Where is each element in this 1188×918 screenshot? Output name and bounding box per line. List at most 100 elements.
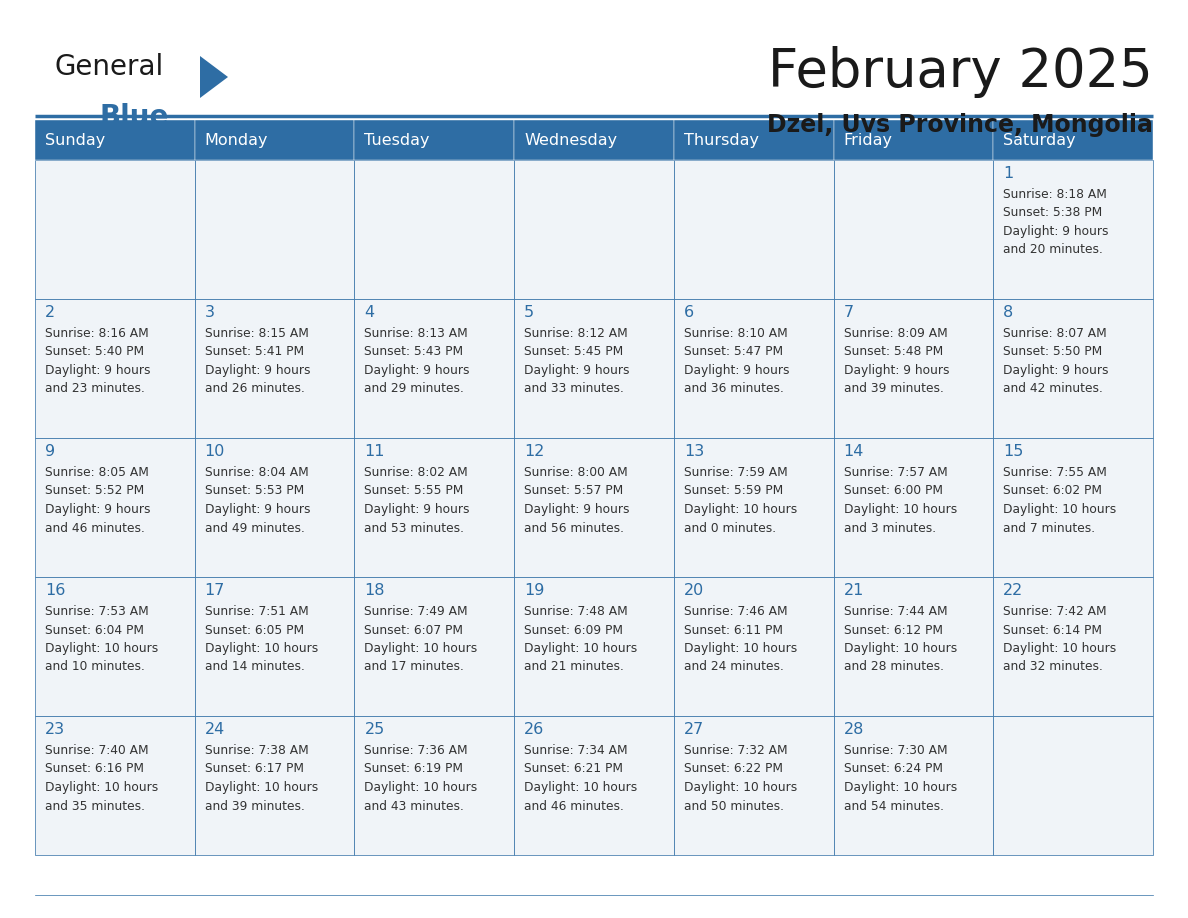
Text: Daylight: 10 hours: Daylight: 10 hours — [524, 642, 638, 655]
Text: Sunset: 5:40 PM: Sunset: 5:40 PM — [45, 345, 144, 359]
Text: Sunset: 6:11 PM: Sunset: 6:11 PM — [684, 623, 783, 636]
Text: Sunrise: 7:53 AM: Sunrise: 7:53 AM — [45, 605, 148, 618]
Text: Sunset: 6:02 PM: Sunset: 6:02 PM — [1004, 485, 1102, 498]
Text: Sunset: 5:48 PM: Sunset: 5:48 PM — [843, 345, 943, 359]
Text: Thursday: Thursday — [684, 132, 759, 148]
Text: Daylight: 10 hours: Daylight: 10 hours — [524, 781, 638, 794]
Bar — [674, 120, 834, 160]
Text: Daylight: 10 hours: Daylight: 10 hours — [843, 642, 956, 655]
Text: and 56 minutes.: and 56 minutes. — [524, 521, 624, 534]
Text: and 42 minutes.: and 42 minutes. — [1004, 383, 1104, 396]
Bar — [993, 716, 1154, 855]
Text: Sunset: 5:43 PM: Sunset: 5:43 PM — [365, 345, 463, 359]
Text: Sunset: 5:53 PM: Sunset: 5:53 PM — [204, 485, 304, 498]
Text: Sunset: 5:50 PM: Sunset: 5:50 PM — [1004, 345, 1102, 359]
Bar — [195, 577, 354, 716]
Text: and 3 minutes.: and 3 minutes. — [843, 521, 936, 534]
Text: and 21 minutes.: and 21 minutes. — [524, 660, 624, 674]
Text: Sunset: 5:45 PM: Sunset: 5:45 PM — [524, 345, 624, 359]
Bar — [993, 577, 1154, 716]
Text: Sunrise: 7:30 AM: Sunrise: 7:30 AM — [843, 744, 947, 757]
Text: Sunrise: 8:02 AM: Sunrise: 8:02 AM — [365, 466, 468, 479]
Bar — [195, 120, 354, 160]
Bar — [674, 577, 834, 716]
Text: and 32 minutes.: and 32 minutes. — [1004, 660, 1104, 674]
Text: Sunset: 6:00 PM: Sunset: 6:00 PM — [843, 485, 942, 498]
Text: Sunrise: 7:36 AM: Sunrise: 7:36 AM — [365, 744, 468, 757]
Text: Sunrise: 8:16 AM: Sunrise: 8:16 AM — [45, 327, 148, 340]
Text: 28: 28 — [843, 722, 864, 737]
Text: February 2025: February 2025 — [769, 46, 1154, 98]
Text: and 23 minutes.: and 23 minutes. — [45, 383, 145, 396]
Text: Sunrise: 7:46 AM: Sunrise: 7:46 AM — [684, 605, 788, 618]
Text: 17: 17 — [204, 583, 225, 598]
Text: 12: 12 — [524, 444, 544, 459]
Text: Daylight: 9 hours: Daylight: 9 hours — [843, 364, 949, 377]
Bar — [514, 438, 674, 577]
Text: 9: 9 — [45, 444, 55, 459]
Bar — [674, 716, 834, 855]
Text: 14: 14 — [843, 444, 864, 459]
Text: Daylight: 9 hours: Daylight: 9 hours — [204, 364, 310, 377]
Bar — [993, 438, 1154, 577]
Text: Daylight: 9 hours: Daylight: 9 hours — [365, 364, 470, 377]
Text: Daylight: 10 hours: Daylight: 10 hours — [1004, 642, 1117, 655]
Text: 10: 10 — [204, 444, 225, 459]
Text: Sunrise: 7:42 AM: Sunrise: 7:42 AM — [1004, 605, 1107, 618]
Text: Dzel, Uvs Province, Mongolia: Dzel, Uvs Province, Mongolia — [767, 113, 1154, 137]
Text: 11: 11 — [365, 444, 385, 459]
Bar — [514, 160, 674, 299]
Text: 8: 8 — [1004, 305, 1013, 320]
Text: Sunrise: 8:04 AM: Sunrise: 8:04 AM — [204, 466, 309, 479]
Bar — [34, 160, 195, 299]
Text: 21: 21 — [843, 583, 864, 598]
Text: 18: 18 — [365, 583, 385, 598]
Bar — [834, 716, 993, 855]
Text: Sunrise: 7:34 AM: Sunrise: 7:34 AM — [524, 744, 627, 757]
Bar — [993, 299, 1154, 438]
Text: 26: 26 — [524, 722, 544, 737]
Bar — [674, 160, 834, 299]
Text: 27: 27 — [684, 722, 704, 737]
Bar — [834, 120, 993, 160]
Text: Friday: Friday — [843, 132, 892, 148]
Text: Sunset: 5:47 PM: Sunset: 5:47 PM — [684, 345, 783, 359]
Bar — [834, 438, 993, 577]
Text: Sunset: 6:07 PM: Sunset: 6:07 PM — [365, 623, 463, 636]
Text: Sunset: 6:22 PM: Sunset: 6:22 PM — [684, 763, 783, 776]
Text: Daylight: 10 hours: Daylight: 10 hours — [204, 642, 318, 655]
Text: Sunrise: 8:13 AM: Sunrise: 8:13 AM — [365, 327, 468, 340]
Text: Daylight: 9 hours: Daylight: 9 hours — [45, 364, 151, 377]
Text: Sunset: 6:16 PM: Sunset: 6:16 PM — [45, 763, 144, 776]
Text: Daylight: 10 hours: Daylight: 10 hours — [45, 781, 158, 794]
Text: Wednesday: Wednesday — [524, 132, 618, 148]
Text: and 36 minutes.: and 36 minutes. — [684, 383, 784, 396]
Bar — [34, 299, 195, 438]
Text: Sunrise: 7:38 AM: Sunrise: 7:38 AM — [204, 744, 309, 757]
Text: Daylight: 10 hours: Daylight: 10 hours — [684, 781, 797, 794]
Text: 7: 7 — [843, 305, 854, 320]
Bar — [674, 438, 834, 577]
Text: and 43 minutes.: and 43 minutes. — [365, 800, 465, 812]
Bar — [834, 299, 993, 438]
Text: Daylight: 10 hours: Daylight: 10 hours — [684, 503, 797, 516]
Text: 19: 19 — [524, 583, 544, 598]
Bar — [354, 299, 514, 438]
Text: Sunrise: 8:00 AM: Sunrise: 8:00 AM — [524, 466, 628, 479]
Text: Sunrise: 8:05 AM: Sunrise: 8:05 AM — [45, 466, 148, 479]
Text: and 39 minutes.: and 39 minutes. — [843, 383, 943, 396]
Text: 4: 4 — [365, 305, 374, 320]
Text: Daylight: 9 hours: Daylight: 9 hours — [1004, 225, 1108, 238]
Text: Daylight: 10 hours: Daylight: 10 hours — [365, 642, 478, 655]
Text: and 20 minutes.: and 20 minutes. — [1004, 243, 1104, 256]
Text: Daylight: 10 hours: Daylight: 10 hours — [365, 781, 478, 794]
Text: Daylight: 9 hours: Daylight: 9 hours — [204, 503, 310, 516]
Text: 3: 3 — [204, 305, 215, 320]
Text: Daylight: 10 hours: Daylight: 10 hours — [843, 781, 956, 794]
Text: Sunset: 5:52 PM: Sunset: 5:52 PM — [45, 485, 144, 498]
Bar — [34, 438, 195, 577]
Text: Daylight: 9 hours: Daylight: 9 hours — [684, 364, 789, 377]
Text: Sunset: 6:19 PM: Sunset: 6:19 PM — [365, 763, 463, 776]
Text: Daylight: 9 hours: Daylight: 9 hours — [1004, 364, 1108, 377]
Bar — [34, 716, 195, 855]
